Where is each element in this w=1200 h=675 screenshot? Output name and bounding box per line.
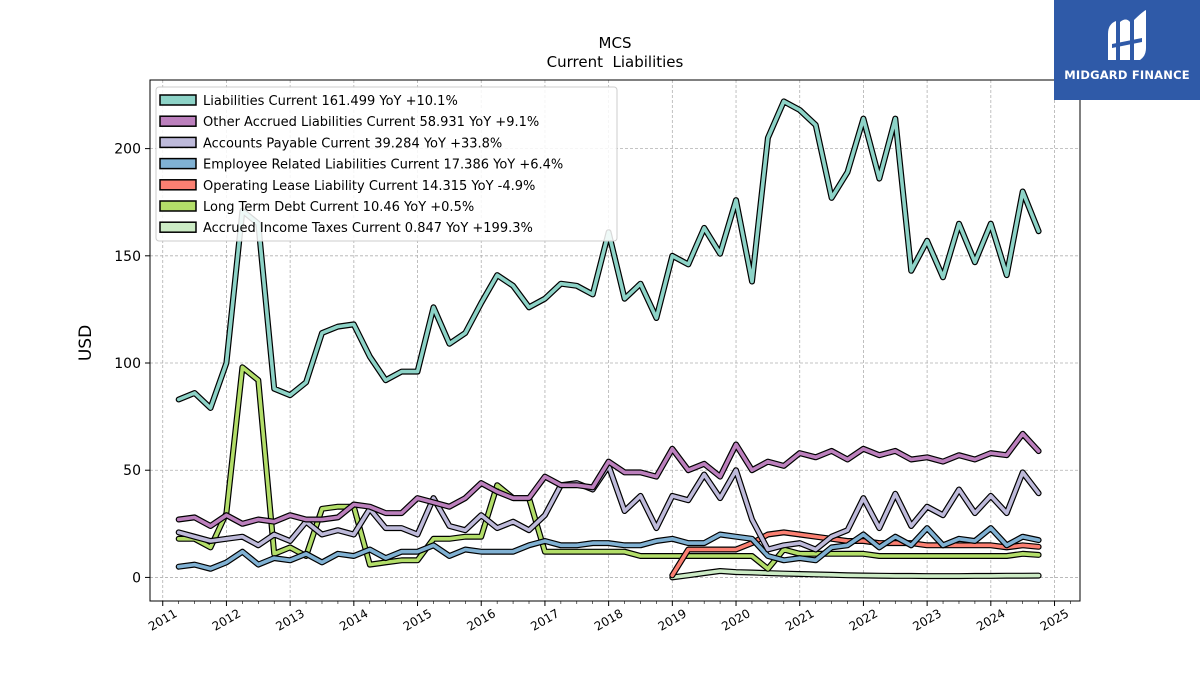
x-tick-label: 2024	[974, 606, 1007, 633]
legend-label: Long Term Debt Current 10.46 YoY +0.5%	[203, 200, 474, 215]
brand-logo: MIDGARD FINANCE	[1054, 0, 1200, 100]
series-3	[175, 525, 1042, 572]
x-tick-label: 2021	[783, 606, 816, 633]
series-6	[669, 568, 1042, 581]
plot-frame	[149, 79, 1081, 602]
x-tick-label: 2012	[210, 606, 243, 633]
legend-swatch	[159, 115, 197, 127]
series-1	[175, 430, 1042, 529]
legend-swatch	[159, 179, 197, 191]
legend-label: Accrued Income Taxes Current 0.847 YoY +…	[203, 221, 533, 236]
x-tick-label: 2020	[719, 606, 752, 633]
x-tick-label: 2019	[656, 606, 689, 633]
x-tick-label: 2017	[528, 606, 561, 633]
legend-swatch	[159, 94, 197, 106]
y-tick-label: 50	[123, 463, 141, 479]
x-tick-label: 2022	[847, 606, 880, 633]
x-tick-label: 2023	[910, 606, 943, 633]
legend-swatch	[159, 200, 197, 212]
legend-box	[155, 86, 618, 242]
series-line	[670, 569, 1041, 580]
series-line	[176, 431, 1041, 528]
x-tick-label: 2013	[273, 606, 306, 633]
series-5	[175, 364, 1042, 572]
chart-subtitle: Current Liabilities	[547, 53, 684, 71]
x-tick-label: 2015	[401, 606, 434, 633]
y-axis-label: USD	[76, 325, 96, 361]
legend-swatch	[159, 157, 197, 170]
legend-swatch	[159, 221, 197, 233]
legend: Liabilities Current 161.499 YoY +10.1% Ot…	[155, 86, 618, 242]
series-line	[176, 365, 1041, 571]
chart-title: MCS	[599, 34, 632, 52]
series-lines	[175, 98, 1042, 581]
y-tick-label: 100	[114, 356, 141, 372]
x-tick-label: 2014	[337, 606, 370, 633]
y-tick-label: 150	[114, 249, 141, 265]
legend-label: Employee Related Liabilities Current 17.…	[203, 158, 563, 173]
y-tick-label: 0	[132, 570, 141, 586]
x-tick-label: 2011	[146, 606, 179, 633]
legend-label: Other Accrued Liabilities Current 58.931…	[203, 115, 539, 130]
x-tick-label: 2016	[465, 606, 498, 633]
legend-label: Operating Lease Liability Current 14.315…	[203, 179, 535, 194]
brand-name: MIDGARD FINANCE	[1064, 68, 1190, 82]
x-tick-label: 2018	[592, 606, 625, 633]
x-tick-label: 2025	[1038, 606, 1071, 633]
midgard-logo-icon	[1108, 10, 1146, 60]
legend-swatch	[159, 136, 197, 149]
series-line	[176, 526, 1041, 571]
legend-label: Liabilities Current 161.499 YoY +10.1%	[203, 94, 458, 109]
y-tick-label: 200	[114, 142, 141, 158]
legend-label: Accounts Payable Current 39.284 YoY +33.…	[203, 136, 502, 151]
